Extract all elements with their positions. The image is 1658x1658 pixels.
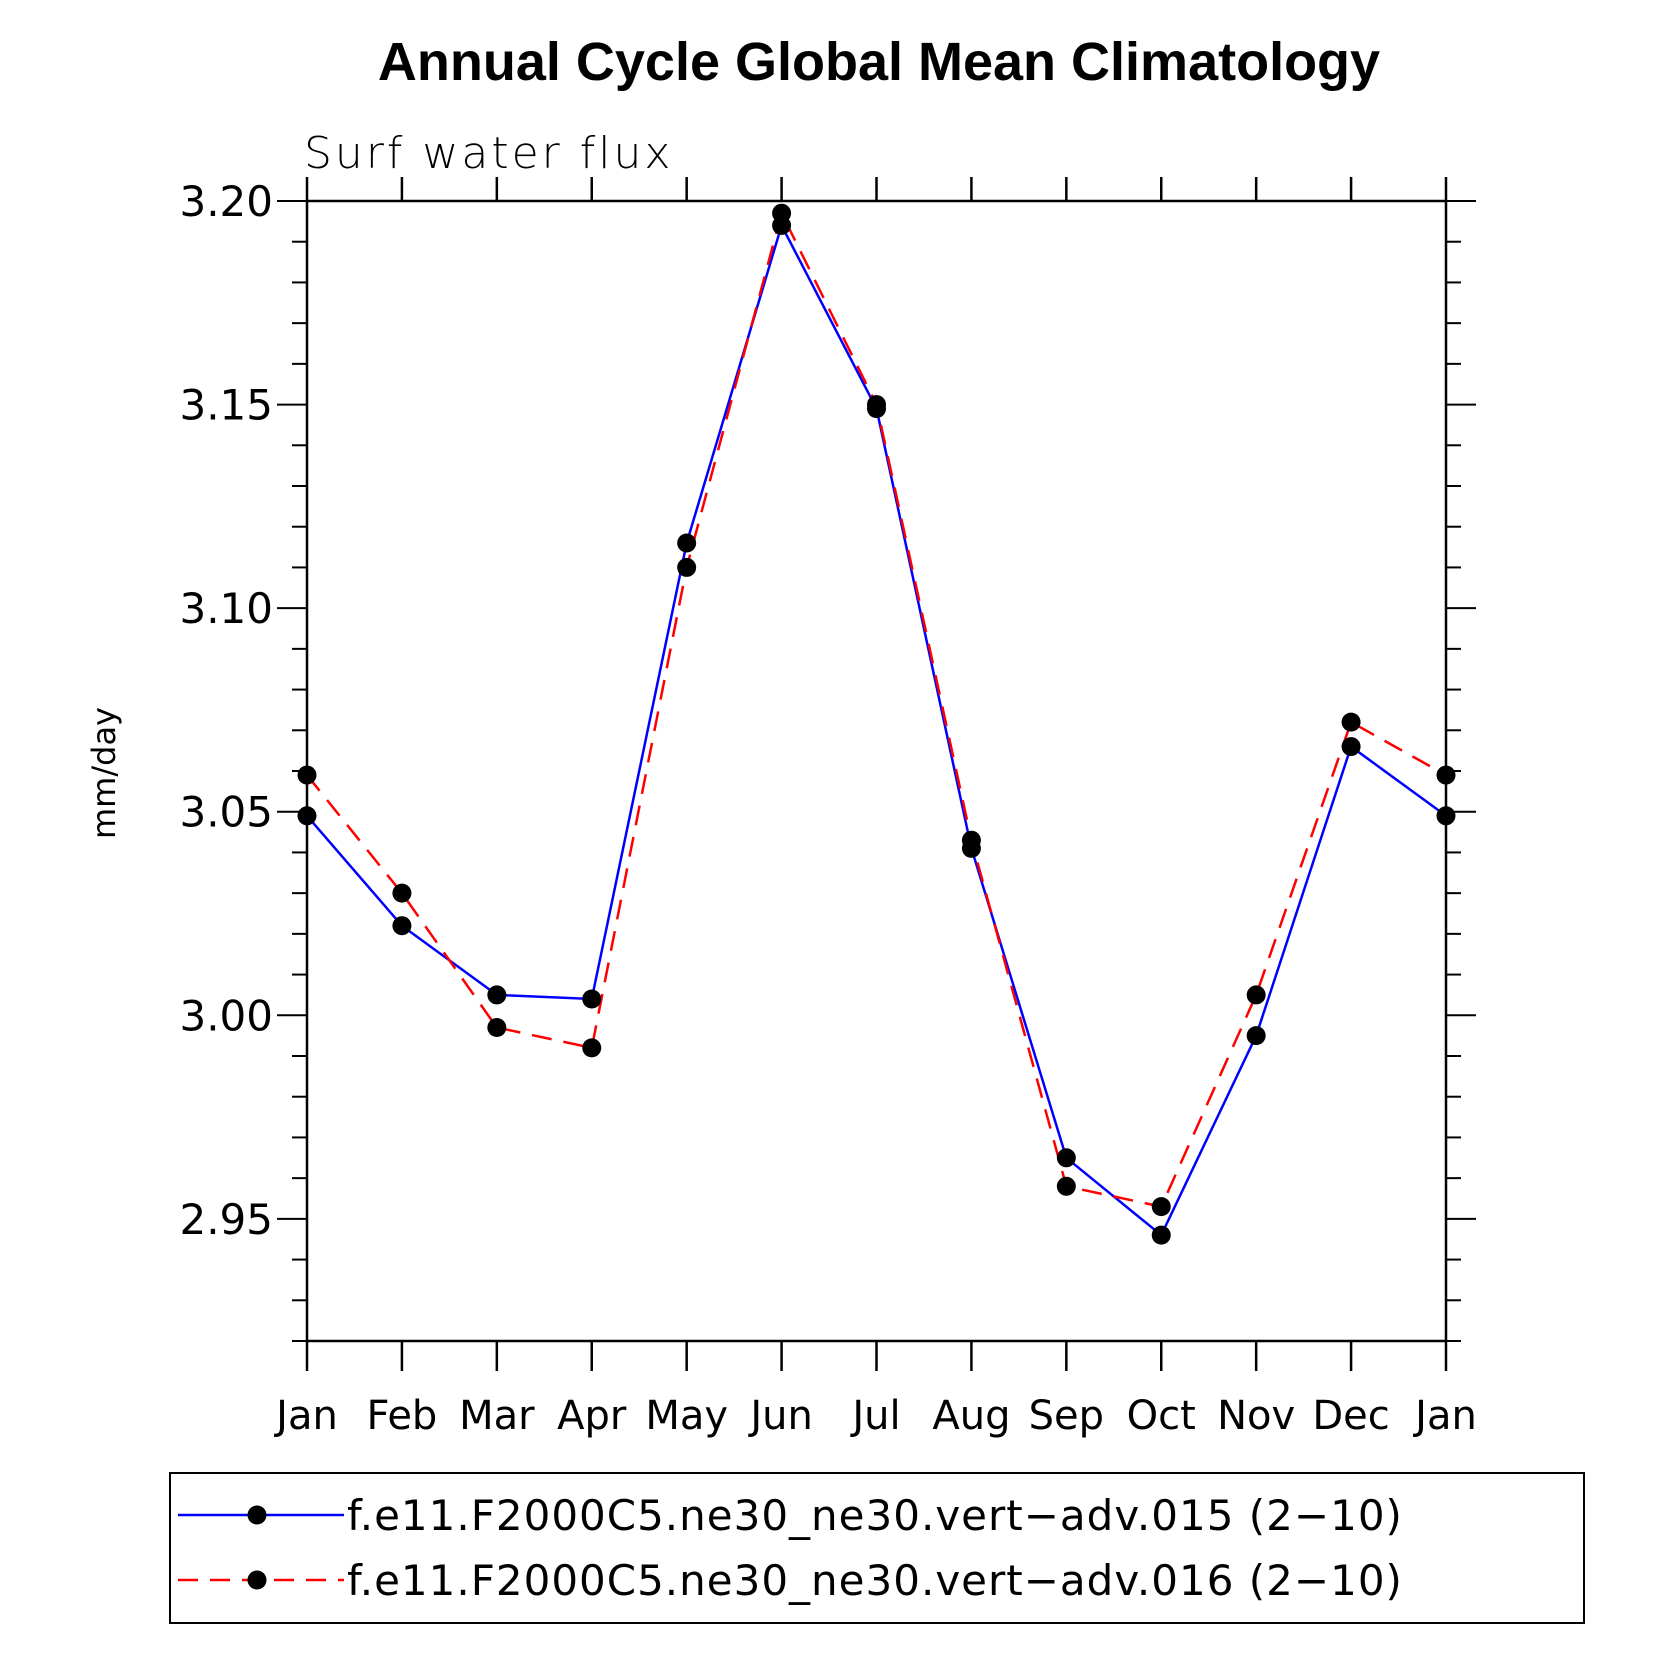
series-line: [306, 222, 1447, 1238]
data-point: [487, 985, 507, 1005]
data-point: [1341, 737, 1361, 757]
legend-label: f.e11.F2000C5.ne30_ne30.vert−adv.016 (2−…: [347, 1556, 1403, 1605]
y-tick-labels: 2.95 3.00 3.05 3.10 3.15 3.20: [179, 177, 273, 1244]
data-point: [1341, 712, 1361, 732]
data-point: [1056, 1176, 1076, 1196]
data-point: [582, 1038, 602, 1058]
series-markers-1: [297, 215, 1456, 1245]
x-tick-label: Mar: [459, 1393, 535, 1439]
data-series: [297, 203, 1456, 1245]
series-markers-2: [297, 203, 1456, 1217]
data-point: [1151, 1197, 1171, 1217]
x-tick-label: Nov: [1217, 1393, 1295, 1439]
data-point: [297, 806, 317, 826]
y-tick-label: 3.00: [179, 991, 273, 1040]
plot-frame: [305, 199, 1448, 1343]
legend-swatch-marker: [247, 1505, 267, 1525]
legend-entry: f.e11.F2000C5.ne30_ne30.vert−adv.015 (2−…: [178, 1491, 1403, 1540]
axis-ticks: [277, 177, 1476, 1371]
data-point: [1436, 765, 1456, 785]
y-tick-label: 2.95: [179, 1195, 273, 1244]
y-axis-label: mm/day: [85, 707, 123, 839]
series-line: [306, 209, 1447, 1209]
x-tick-label: Oct: [1127, 1393, 1196, 1439]
data-point: [487, 1018, 507, 1037]
data-point: [1151, 1225, 1171, 1245]
data-point: [677, 533, 697, 553]
data-point: [1436, 806, 1456, 826]
data-point: [772, 203, 792, 223]
legend-entry: f.e11.F2000C5.ne30_ne30.vert−adv.016 (2−…: [178, 1556, 1403, 1605]
x-tick-label: Apr: [557, 1393, 627, 1439]
x-tick-label: Jul: [849, 1393, 900, 1439]
data-point: [1246, 1026, 1266, 1046]
data-point: [582, 989, 602, 1009]
data-point: [392, 916, 412, 936]
x-tick-label: Feb: [367, 1393, 438, 1439]
data-point: [867, 395, 886, 415]
y-tick-label: 3.05: [179, 788, 273, 837]
x-tick-label: Jun: [747, 1393, 813, 1439]
data-point: [961, 830, 981, 850]
x-tick-label: May: [645, 1393, 728, 1439]
data-point: [392, 883, 412, 903]
data-point: [677, 557, 697, 577]
chart-subtitle: Surf water flux: [304, 128, 673, 179]
legend-entries: f.e11.F2000C5.ne30_ne30.vert−adv.015 (2−…: [178, 1491, 1403, 1605]
legend: f.e11.F2000C5.ne30_ne30.vert−adv.015 (2−…: [169, 1472, 1585, 1624]
x-tick-labels: Jan Feb Mar Apr May Jun Jul Aug Sep Oct Nov Dec Jan: [273, 1393, 1477, 1439]
x-tick-label: Dec: [1312, 1393, 1389, 1439]
y-tick-label: 3.10: [179, 584, 273, 633]
y-tick-label: 3.20: [179, 177, 273, 226]
series-2: [306, 209, 1447, 1209]
legend-box: [169, 1472, 1585, 1624]
chart-title: Annual Cycle Global Mean Climatology: [378, 32, 1380, 92]
x-tick-label: Aug: [932, 1393, 1010, 1439]
series-1: [306, 222, 1447, 1238]
data-point: [1056, 1148, 1076, 1168]
data-point: [297, 765, 317, 785]
x-tick-label: Jan: [273, 1393, 338, 1439]
legend-label: f.e11.F2000C5.ne30_ne30.vert−adv.015 (2−…: [347, 1491, 1403, 1540]
x-tick-label: Jan: [1412, 1393, 1477, 1439]
y-tick-label: 3.15: [179, 381, 273, 430]
x-tick-label: Sep: [1029, 1393, 1104, 1439]
legend-swatch-marker: [247, 1570, 267, 1590]
data-point: [1246, 985, 1266, 1005]
